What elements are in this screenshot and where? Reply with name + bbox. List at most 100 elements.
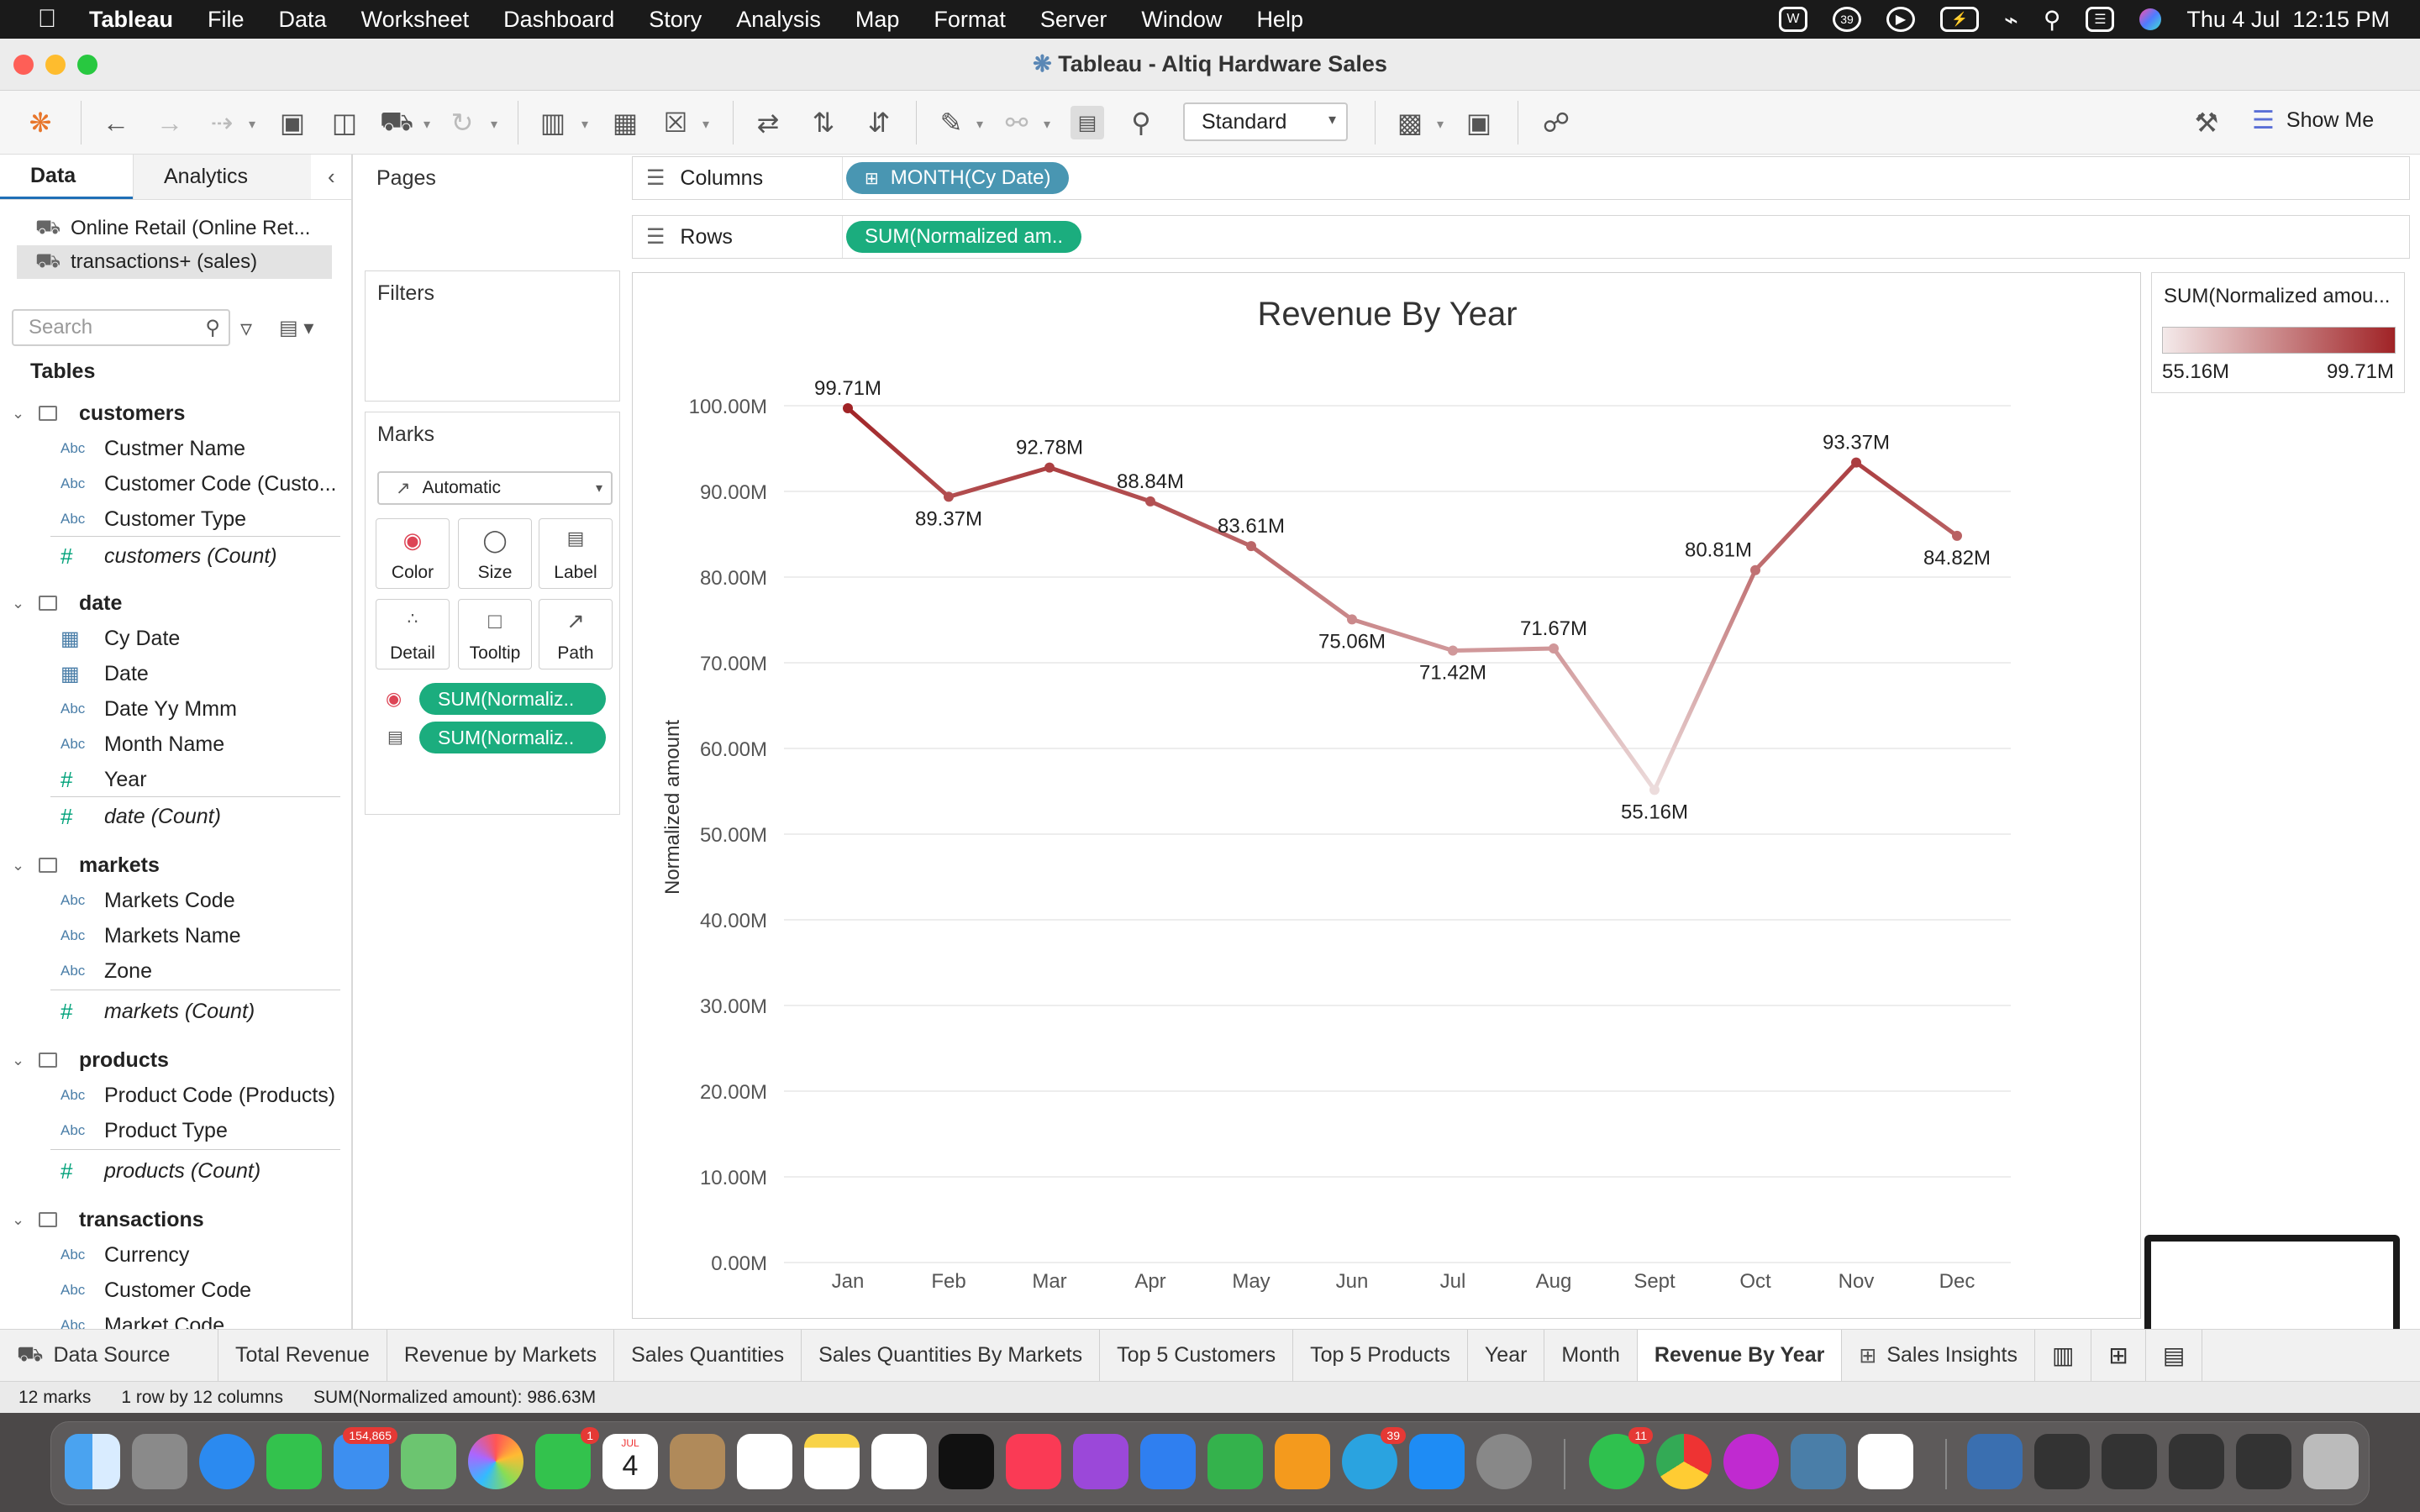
path-button[interactable]: ↗ Path <box>539 599 613 669</box>
podcasts-icon[interactable] <box>1073 1434 1128 1489</box>
fix-axes-icon[interactable]: ⚲ <box>1124 106 1158 139</box>
pages-card[interactable]: Pages <box>365 156 620 259</box>
show-me-button[interactable]: ☰ Show Me <box>2252 106 2374 135</box>
mark-type-select[interactable]: ↗ Automatic ▾ <box>377 471 613 505</box>
swap-rows-columns-icon[interactable]: ⇄ <box>751 106 785 139</box>
menu-worksheet[interactable]: Worksheet <box>361 7 470 33</box>
new-dashboard-tab-icon[interactable]: ⊞ <box>2091 1330 2145 1381</box>
tab-top-5-customers[interactable]: Top 5 Customers <box>1100 1330 1293 1381</box>
mail-icon[interactable]: 154,865 <box>334 1434 389 1489</box>
tab-total-revenue[interactable]: Total Revenue <box>218 1330 387 1381</box>
recent-window-icon[interactable] <box>2236 1434 2291 1489</box>
calendar-icon[interactable]: JUL 4 <box>602 1434 658 1489</box>
label-button[interactable]: ▤ Label <box>539 518 613 589</box>
field-product-type[interactable]: Abc Product Type <box>0 1114 345 1147</box>
wifi-icon[interactable]: ⌁ <box>2004 6 2018 34</box>
field-products-count[interactable]: # products (Count) <box>0 1154 345 1188</box>
field-date-yy-mmm[interactable]: Abc Date Yy Mmm <box>0 692 345 726</box>
share-icon[interactable]: ☍ <box>1539 106 1573 139</box>
field-product-code[interactable]: Abc Product Code (Products) <box>0 1079 345 1112</box>
undo-icon[interactable]: ← <box>99 106 133 139</box>
zoom-window-button[interactable] <box>77 55 97 75</box>
color-legend[interactable]: SUM(Normalized amou... 55.16M 99.71M <box>2151 272 2405 393</box>
freeform-icon[interactable] <box>871 1434 927 1489</box>
pause-updates-icon[interactable]: ⛟ <box>380 106 413 139</box>
photos-icon[interactable] <box>468 1434 523 1489</box>
apple-tv-icon[interactable] <box>939 1434 994 1489</box>
tab-sales-quantities[interactable]: Sales Quantities <box>614 1330 802 1381</box>
clear-sheet-icon[interactable]: ☒ <box>659 106 692 139</box>
data-source-transactions[interactable]: ⛟ transactions+ (sales) <box>17 245 332 279</box>
play-icon[interactable]: ▶ <box>1886 7 1915 32</box>
redo-icon[interactable]: → <box>153 106 187 139</box>
tab-analytics[interactable]: Analytics <box>133 155 311 199</box>
reminders-icon[interactable] <box>737 1434 792 1489</box>
sql-file-icon[interactable] <box>1967 1434 2023 1489</box>
messages-icon[interactable] <box>266 1434 322 1489</box>
keynote-icon[interactable] <box>1140 1434 1196 1489</box>
view-options-icon[interactable]: ▤ ▾ <box>279 316 313 340</box>
safari-icon[interactable] <box>199 1434 255 1489</box>
data-point[interactable] <box>1044 463 1055 473</box>
field-markets-code[interactable]: Abc Markets Code <box>0 884 345 917</box>
menu-map[interactable]: Map <box>855 7 900 33</box>
table-customers[interactable]: ⌄ customers <box>0 396 345 430</box>
tab-sales-quantities-by-markets[interactable]: Sales Quantities By Markets <box>802 1330 1100 1381</box>
ask-data-icon[interactable]: ⚒ <box>2190 106 2223 139</box>
control-center-icon[interactable]: ☰ <box>2086 7 2114 32</box>
field-customer-code-tx[interactable]: Abc Customer Code <box>0 1273 345 1307</box>
menu-server[interactable]: Server <box>1040 7 1107 33</box>
word-icon[interactable]: W <box>1779 7 1807 32</box>
data-point[interactable] <box>1145 496 1155 507</box>
field-date-count[interactable]: # date (Count) <box>0 800 345 833</box>
minimize-window-button[interactable] <box>45 55 66 75</box>
tableau-logo-icon[interactable]: ❋ <box>24 106 57 139</box>
chart-view[interactable]: Revenue By Year Normalized amount 0.00M 1… <box>632 272 2141 1319</box>
save-icon[interactable]: ▣ <box>276 106 309 139</box>
columns-shelf[interactable]: ☰ Columns ⊞ MONTH(Cy Date) <box>632 156 2410 200</box>
mysql-workbench-icon[interactable] <box>1791 1434 1846 1489</box>
table-products[interactable]: ⌄ products <box>0 1043 345 1077</box>
new-story-tab-icon[interactable]: ▤ <box>2146 1330 2202 1381</box>
field-customers-count[interactable]: # customers (Count) <box>0 539 345 573</box>
new-worksheet-icon[interactable]: ▥ <box>536 106 570 139</box>
collapse-pane-icon[interactable]: ‹ <box>311 155 335 199</box>
table-date[interactable]: ⌄ date <box>0 586 345 620</box>
menu-window[interactable]: Window <box>1141 7 1222 33</box>
data-point[interactable] <box>1750 565 1760 575</box>
app-store-icon[interactable] <box>1409 1434 1465 1489</box>
wps-icon[interactable] <box>1723 1434 1779 1489</box>
table-markets[interactable]: ⌄ markets <box>0 848 345 882</box>
color-pill[interactable]: SUM(Normaliz.. <box>419 683 606 715</box>
tab-revenue-by-year[interactable]: Revenue By Year <box>1638 1330 1842 1381</box>
data-point[interactable] <box>843 403 853 413</box>
recent-window-icon[interactable] <box>2102 1434 2157 1489</box>
recent-window-icon[interactable] <box>2034 1434 2090 1489</box>
field-cy-date[interactable]: ▦ Cy Date <box>0 622 345 655</box>
group-members-icon[interactable]: ⚯ <box>1000 106 1034 139</box>
field-markets-count[interactable]: # markets (Count) <box>0 995 345 1028</box>
data-point[interactable] <box>1448 646 1458 656</box>
tab-year[interactable]: Year <box>1468 1330 1545 1381</box>
detail-button[interactable]: ∴ Detail <box>376 599 450 669</box>
notes-icon[interactable] <box>804 1434 860 1489</box>
tab-top-5-products[interactable]: Top 5 Products <box>1293 1330 1468 1381</box>
data-point[interactable] <box>1246 541 1256 551</box>
data-source-online-retail[interactable]: ⛟ Online Retail (Online Ret... <box>17 212 332 245</box>
maps-icon[interactable] <box>401 1434 456 1489</box>
show-cards-icon[interactable]: ▩ <box>1393 106 1427 139</box>
data-point[interactable] <box>1851 458 1861 468</box>
table-transactions[interactable]: ⌄ transactions <box>0 1203 345 1236</box>
menu-analysis[interactable]: Analysis <box>736 7 821 33</box>
duplicate-sheet-icon[interactable]: ▦ <box>608 106 642 139</box>
refresh-icon[interactable]: ↻ <box>445 106 479 139</box>
menu-format[interactable]: Format <box>934 7 1006 33</box>
presentation-mode-icon[interactable]: ▣ <box>1462 106 1496 139</box>
menu-file[interactable]: File <box>208 7 245 33</box>
filter-icon[interactable]: ▿ <box>240 314 252 342</box>
close-window-button[interactable] <box>13 55 34 75</box>
pages-icon[interactable] <box>1275 1434 1330 1489</box>
tab-month[interactable]: Month <box>1544 1330 1637 1381</box>
new-worksheet-tab-icon[interactable]: ▥ <box>2035 1330 2091 1381</box>
spotlight-search-icon[interactable]: ⚲ <box>2044 6 2061 34</box>
